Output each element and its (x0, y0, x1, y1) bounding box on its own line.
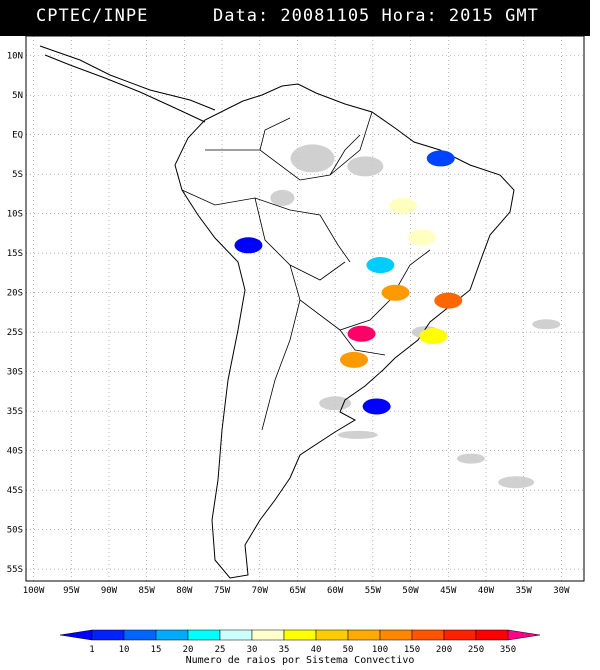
legend-label: 350 (500, 645, 516, 655)
convective-system (234, 237, 263, 254)
lon-label: 45W (440, 586, 457, 596)
lon-label: 30W (553, 586, 570, 596)
convective-system (347, 325, 376, 342)
legend-swatch (443, 629, 477, 641)
convective-system (426, 150, 455, 167)
legend-swatch (411, 629, 445, 641)
legend-label: 30 (247, 645, 258, 655)
lat-label: 20S (7, 289, 23, 299)
legend-swatch (283, 629, 317, 641)
lat-label: 15S (7, 249, 23, 259)
lat-label: 40S (7, 447, 23, 457)
legend-swatch (155, 629, 189, 641)
convective-system (419, 328, 448, 345)
lat-label: 5S (12, 170, 23, 180)
legend-label: 25 (215, 645, 226, 655)
lon-label: 90W (101, 586, 118, 596)
lat-label: 10S (7, 210, 23, 220)
lon-label: 35W (516, 586, 533, 596)
cloud-patch (456, 453, 485, 464)
country-borders (181, 111, 431, 431)
lon-label: 50W (402, 586, 419, 596)
legend-title: Numero de raios por Sistema Convectivo (185, 655, 415, 666)
legend-swatch (59, 629, 93, 641)
lon-label: 80W (176, 586, 193, 596)
lat-label: 10N (7, 52, 23, 62)
lon-label: 75W (214, 586, 231, 596)
legend-label: 1 (89, 645, 94, 655)
legend-swatch (507, 629, 541, 641)
lon-label: 95W (63, 586, 80, 596)
south-america-coastline (174, 83, 515, 579)
legend-swatch (379, 629, 413, 641)
legend-swatch (315, 629, 349, 641)
legend-label: 15 (151, 645, 162, 655)
legend-label: 100 (372, 645, 388, 655)
lon-label: 70W (252, 586, 269, 596)
lat-label: 50S (7, 526, 23, 536)
map-frame (25, 35, 585, 582)
legend-swatch (123, 629, 157, 641)
lat-label: 35S (7, 407, 23, 417)
axis-labels: 10N 5N EQ 5S 10S 15S 20S 25S 30S 35S 40S 45S 50S 55S 1… (7, 52, 570, 596)
central-america-coastline (39, 45, 216, 123)
legend-label: 250 (468, 645, 484, 655)
header-datetime: Data: 20081105 Hora: 2015 GMT (213, 6, 539, 26)
cloud-patch (498, 476, 535, 489)
legend-swatch (91, 629, 125, 641)
legend-swatch (347, 629, 381, 641)
convective-system (389, 197, 418, 214)
lat-lon-grid (26, 36, 584, 581)
lat-label: 45S (7, 486, 23, 496)
cloud-patch (290, 144, 335, 173)
legend-label: 20 (183, 645, 194, 655)
convective-system (434, 292, 463, 309)
cloud-patch (337, 430, 378, 439)
legend-label: 200 (436, 645, 452, 655)
lat-label: EQ (12, 131, 23, 141)
convective-system (366, 257, 395, 274)
cloud-patch (319, 396, 352, 411)
legend-swatch (475, 629, 509, 641)
lon-label: 85W (139, 586, 156, 596)
legend-label: 150 (404, 645, 420, 655)
cloud-patch (270, 189, 295, 206)
legend-label: 35 (279, 645, 290, 655)
lat-label: 30S (7, 368, 23, 378)
lat-label: 55S (7, 565, 23, 575)
convective-system (381, 284, 410, 301)
legend-label: 50 (343, 645, 354, 655)
cloud-patch (532, 319, 561, 330)
lon-label: 55W (365, 586, 382, 596)
legend-swatch (187, 629, 221, 641)
legend-swatch (219, 629, 253, 641)
map-header: CPTEC/INPE Data: 20081105 Hora: 2015 GMT (0, 0, 590, 36)
cloud-cover (270, 144, 561, 489)
cloud-patch (347, 156, 384, 177)
header-org: CPTEC/INPE (36, 6, 149, 26)
legend-label: 40 (311, 645, 322, 655)
lon-label: 100W (23, 586, 45, 596)
convective-system (362, 398, 391, 415)
convective-system (407, 229, 436, 246)
legend-label: 10 (119, 645, 130, 655)
convective-system (340, 351, 369, 368)
lon-label: 40W (478, 586, 495, 596)
lon-label: 60W (327, 586, 344, 596)
color-legend: 1 10 15 20 25 30 35 40 50 100 150 200 250 350 (59, 629, 541, 655)
lon-label: 65W (289, 586, 306, 596)
legend-swatch (251, 629, 285, 641)
continent-outline (39, 45, 515, 579)
lat-label: 5N (12, 91, 23, 101)
convective-systems (234, 150, 463, 415)
lat-label: 25S (7, 328, 23, 338)
